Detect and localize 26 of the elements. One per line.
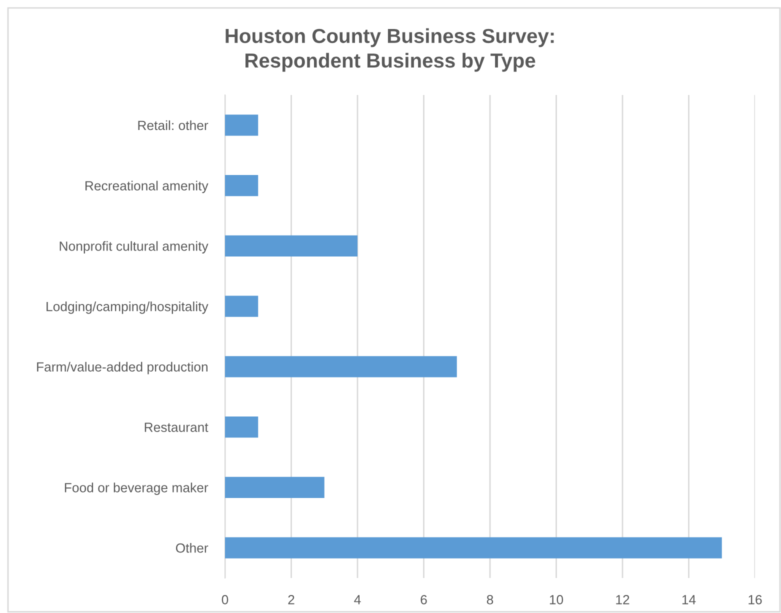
x-tick-label: 2 <box>288 595 294 604</box>
x-tick-label: 6 <box>420 595 427 604</box>
bar <box>225 537 722 558</box>
bar <box>225 296 258 317</box>
y-tick-label: Recreational amenity <box>85 180 208 194</box>
y-tick-label: Other <box>176 543 208 553</box>
bar <box>225 114 258 136</box>
x-tick-label: 0 <box>222 595 228 604</box>
x-tick-label: 4 <box>354 595 361 604</box>
x-tick-label: 12 <box>616 595 630 604</box>
bar <box>225 476 324 498</box>
x-tick-label: 10 <box>550 595 564 604</box>
bar <box>225 235 358 257</box>
y-tick-label: Food or beverage maker <box>64 482 208 495</box>
bar <box>225 416 258 438</box>
x-tick-label: 16 <box>748 595 762 604</box>
bar <box>225 356 457 378</box>
chart-title: Houston County Business Survey: Respondent Business by Type <box>226 28 554 72</box>
y-tick-label: Nonprofit cultural amenity <box>60 241 208 254</box>
y-tick-label: Restaurant <box>144 422 208 432</box>
y-tick-label: Lodging/camping/hospitality <box>46 302 208 314</box>
x-tick-label: 14 <box>682 595 696 604</box>
x-tick-label: 8 <box>486 595 494 604</box>
y-tick-label: Retail: other <box>138 120 208 130</box>
bar <box>225 174 258 196</box>
y-tick-label: Farm/value-added production <box>37 362 208 374</box>
